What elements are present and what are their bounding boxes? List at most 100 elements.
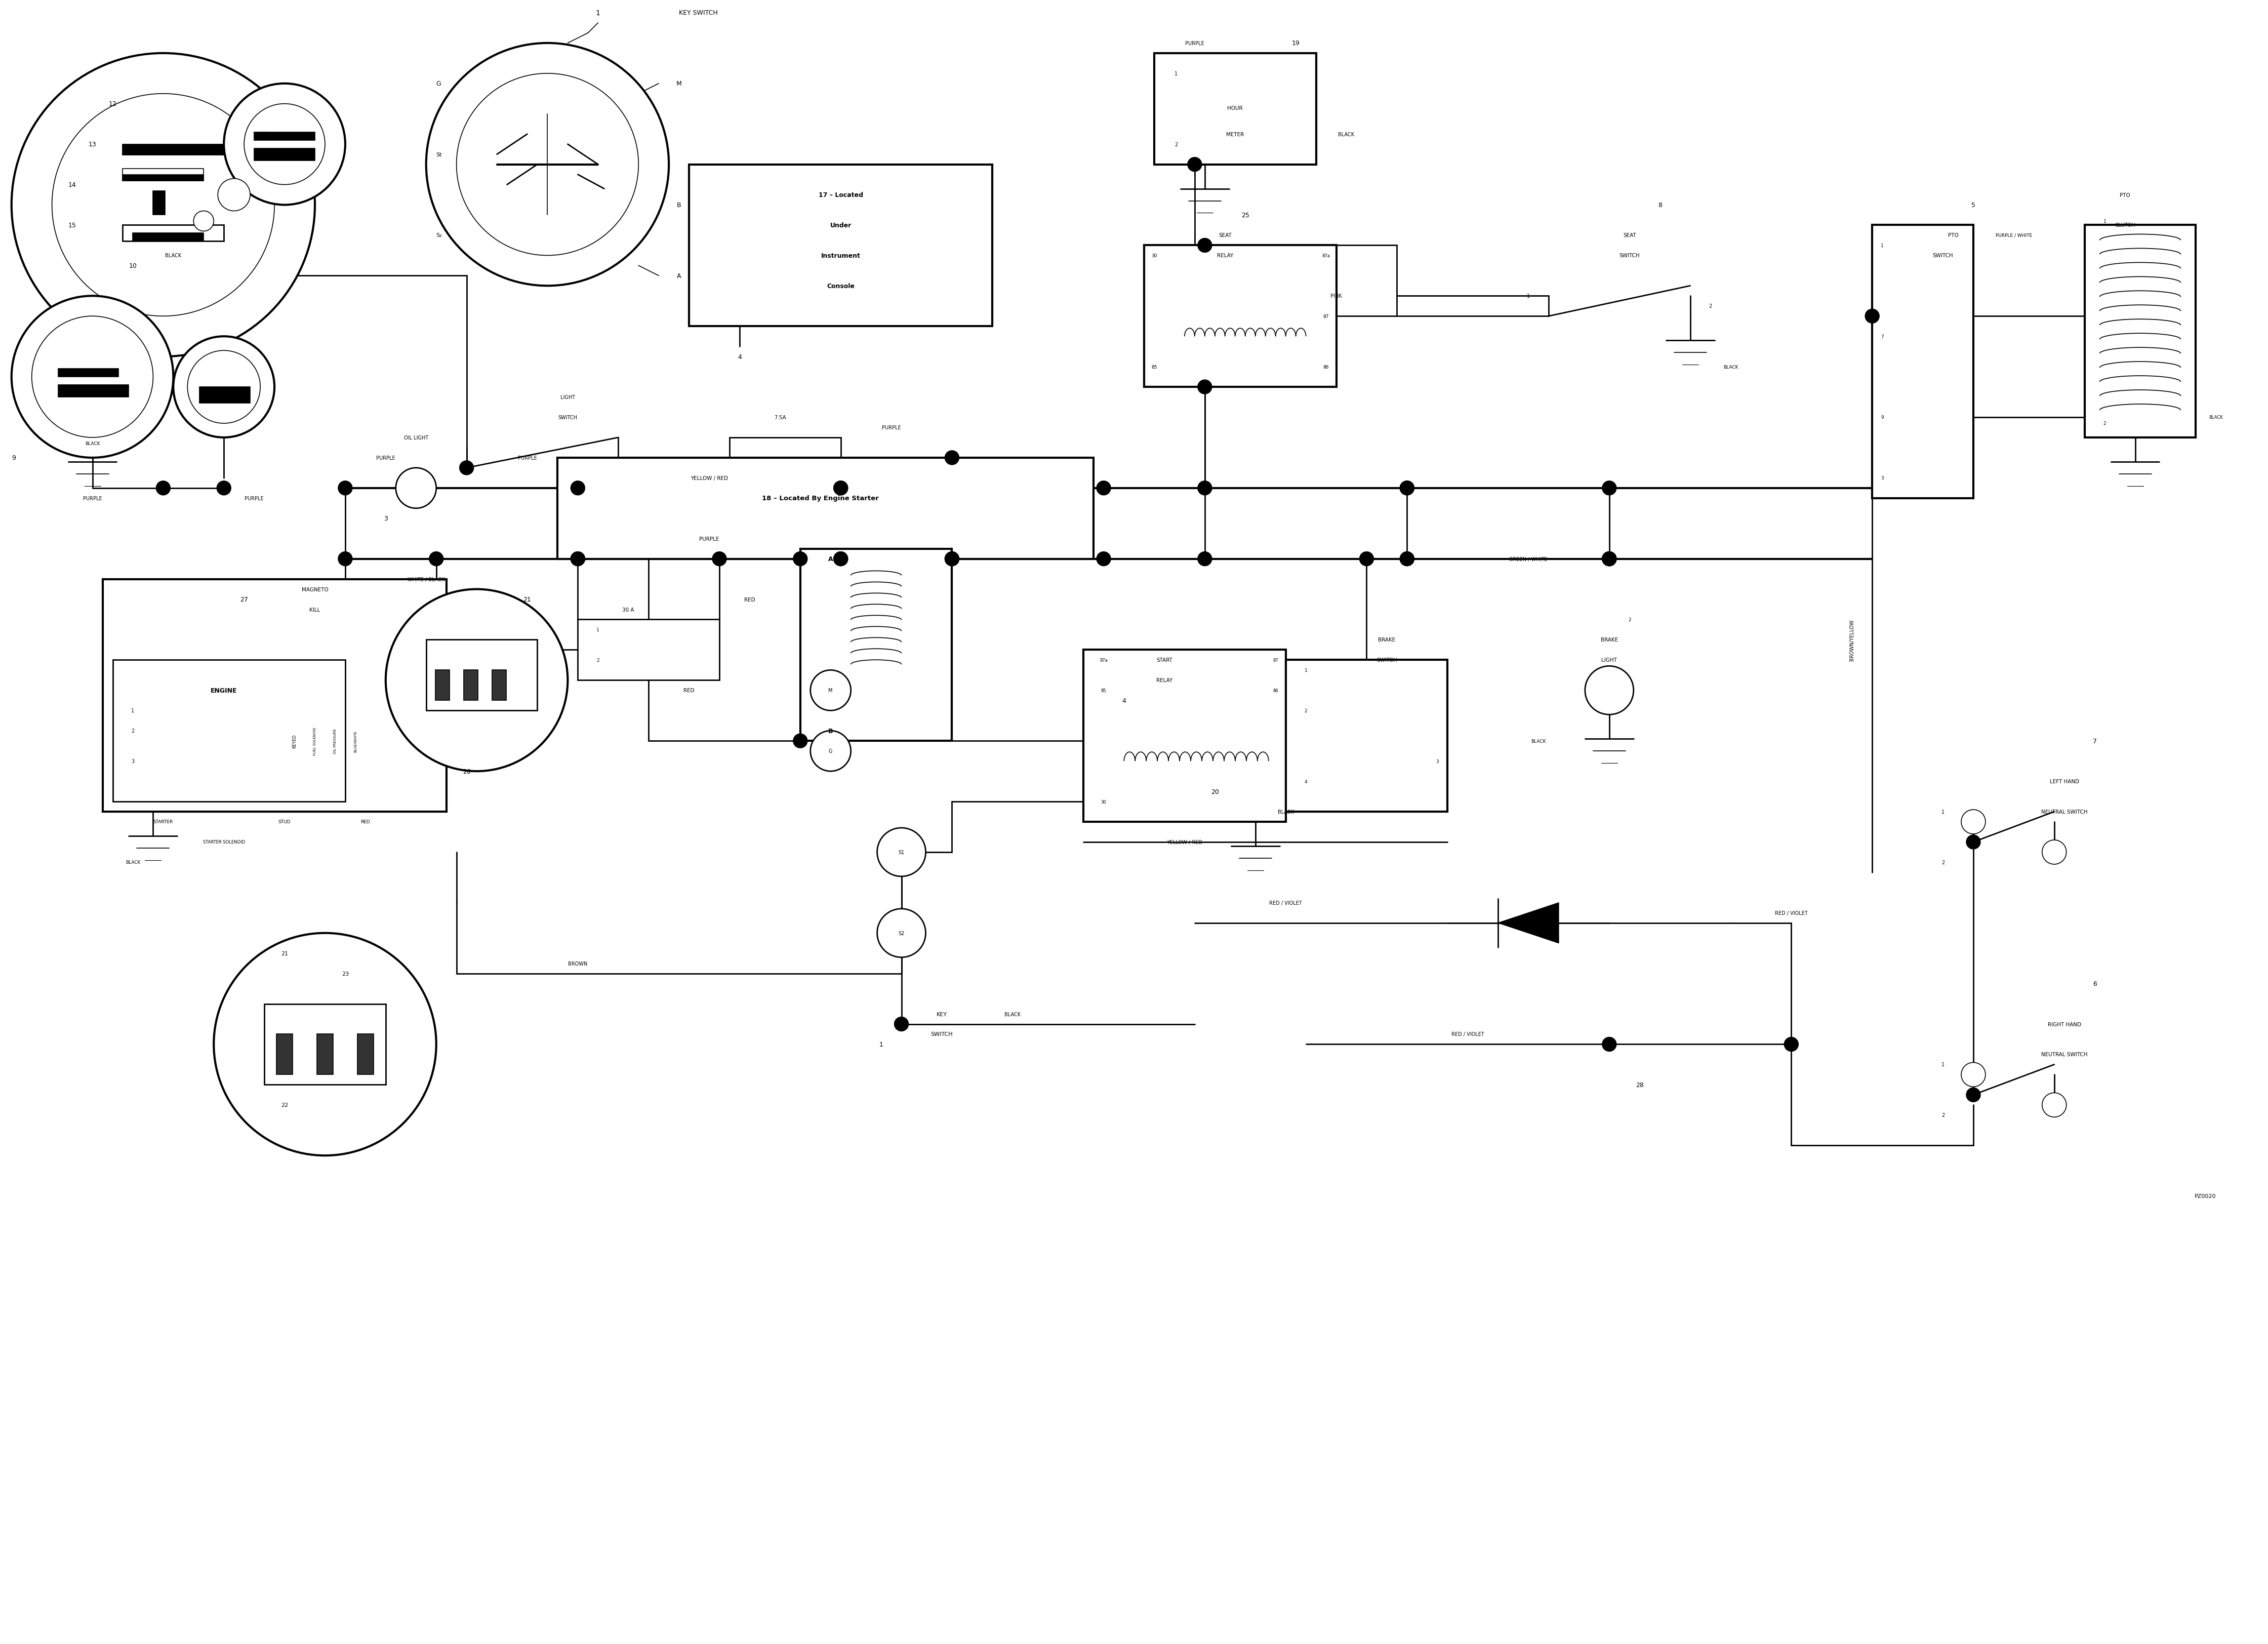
Text: 7: 7 [1880,334,1885,339]
Text: Under: Under [830,222,850,229]
Text: 1: 1 [880,1041,882,1047]
Text: SWITCH: SWITCH [1932,253,1953,258]
Text: 4: 4 [1123,697,1125,704]
Text: KEY SWITCH: KEY SWITCH [678,10,717,16]
Circle shape [429,552,442,566]
Circle shape [11,54,315,357]
Circle shape [2041,1093,2066,1118]
Circle shape [11,296,172,459]
Circle shape [1399,552,1415,566]
Circle shape [835,482,848,495]
Text: SWITCH: SWITCH [1619,253,1640,258]
Text: BRAKE: BRAKE [1379,638,1395,643]
Bar [122,169,204,181]
Bar [1154,54,1315,164]
Text: PINK: PINK [1331,294,1343,299]
Text: STUD: STUD [279,820,290,824]
Text: 87a: 87a [1100,658,1107,663]
Text: S₂: S₂ [435,233,442,238]
Bar [200,388,249,403]
Circle shape [1098,482,1111,495]
Text: RELAY: RELAY [1157,677,1173,682]
Text: 2: 2 [1304,709,1306,713]
Circle shape [1601,482,1617,495]
Bar [358,1034,374,1075]
Text: BROWN/YELLOW: BROWN/YELLOW [1848,620,1855,661]
Bar [318,1034,333,1075]
Bar [59,385,129,398]
Bar [277,1034,293,1075]
Text: RIGHT HAND: RIGHT HAND [2048,1021,2082,1028]
Text: 87: 87 [1272,658,1279,663]
Text: 21: 21 [524,597,531,603]
Circle shape [572,482,585,495]
Text: SWITCH: SWITCH [1377,658,1397,663]
Text: 4: 4 [1304,779,1306,784]
Text: 2: 2 [596,658,599,663]
Text: 2: 2 [1941,860,1944,865]
Text: BLACK: BLACK [1005,1011,1021,1016]
Bar [463,671,479,700]
Text: A: A [676,273,680,279]
Bar [1084,649,1286,822]
Text: 2: 2 [1708,304,1712,309]
Text: 12: 12 [109,100,116,107]
Text: BROWN: BROWN [567,962,587,967]
Text: 1: 1 [1941,1062,1944,1067]
Circle shape [397,469,435,508]
Circle shape [1399,552,1415,566]
Text: OIL LIGHT: OIL LIGHT [404,436,429,441]
Text: 3: 3 [132,760,134,764]
Text: B: B [828,728,832,735]
Text: NEUTRAL SWITCH: NEUTRAL SWITCH [2041,1052,2087,1057]
Circle shape [218,482,231,495]
Text: St: St [435,153,442,158]
Circle shape [2041,840,2066,865]
Text: PURPLE: PURPLE [517,455,538,460]
Bar [122,145,225,155]
Text: PTO: PTO [1948,233,1957,238]
Text: YELLOW / RED: YELLOW / RED [1166,840,1202,845]
Text: PURPLE: PURPLE [1186,41,1204,46]
Text: PURPLE / WHITE: PURPLE / WHITE [1996,233,2032,238]
Circle shape [572,552,585,566]
Bar [801,549,953,741]
Text: RED / VIOLET: RED / VIOLET [1452,1032,1483,1037]
Circle shape [878,829,925,876]
Text: OIL PRESSURE: OIL PRESSURE [333,728,336,753]
Circle shape [1601,552,1617,566]
Text: GREEN / WHITE: GREEN / WHITE [1508,557,1547,562]
Text: PURPLE: PURPLE [376,455,395,460]
Circle shape [946,552,959,566]
Text: ENGINE: ENGINE [211,687,238,694]
Text: BLACK: BLACK [1277,809,1293,814]
Text: RELAY: RELAY [1218,253,1234,258]
Bar [492,671,506,700]
Text: 20: 20 [1211,789,1218,796]
Text: PURPLE: PURPLE [699,536,719,541]
Text: BLUE/WHITE: BLUE/WHITE [354,730,356,751]
Circle shape [794,552,807,566]
Text: 1: 1 [1175,71,1177,76]
Text: PURPLE: PURPLE [882,426,900,431]
Bar [113,661,345,802]
Text: 27: 27 [240,597,247,603]
Circle shape [218,179,249,212]
Text: PZ0020: PZ0020 [2195,1194,2216,1198]
Circle shape [1198,380,1211,395]
Circle shape [894,1018,909,1031]
Circle shape [1966,835,1980,850]
Text: 7: 7 [2093,738,2096,745]
Circle shape [835,552,848,566]
Text: 8: 8 [1658,202,1662,209]
Text: STARTER SOLENOID: STARTER SOLENOID [202,840,245,845]
Text: 14: 14 [68,182,77,189]
Circle shape [426,43,669,286]
Bar [254,133,315,140]
Circle shape [386,590,567,771]
Circle shape [1601,1037,1617,1052]
Text: RED: RED [744,597,755,602]
Text: 13: 13 [88,141,98,148]
Circle shape [835,482,848,495]
Text: 2: 2 [1628,618,1631,621]
